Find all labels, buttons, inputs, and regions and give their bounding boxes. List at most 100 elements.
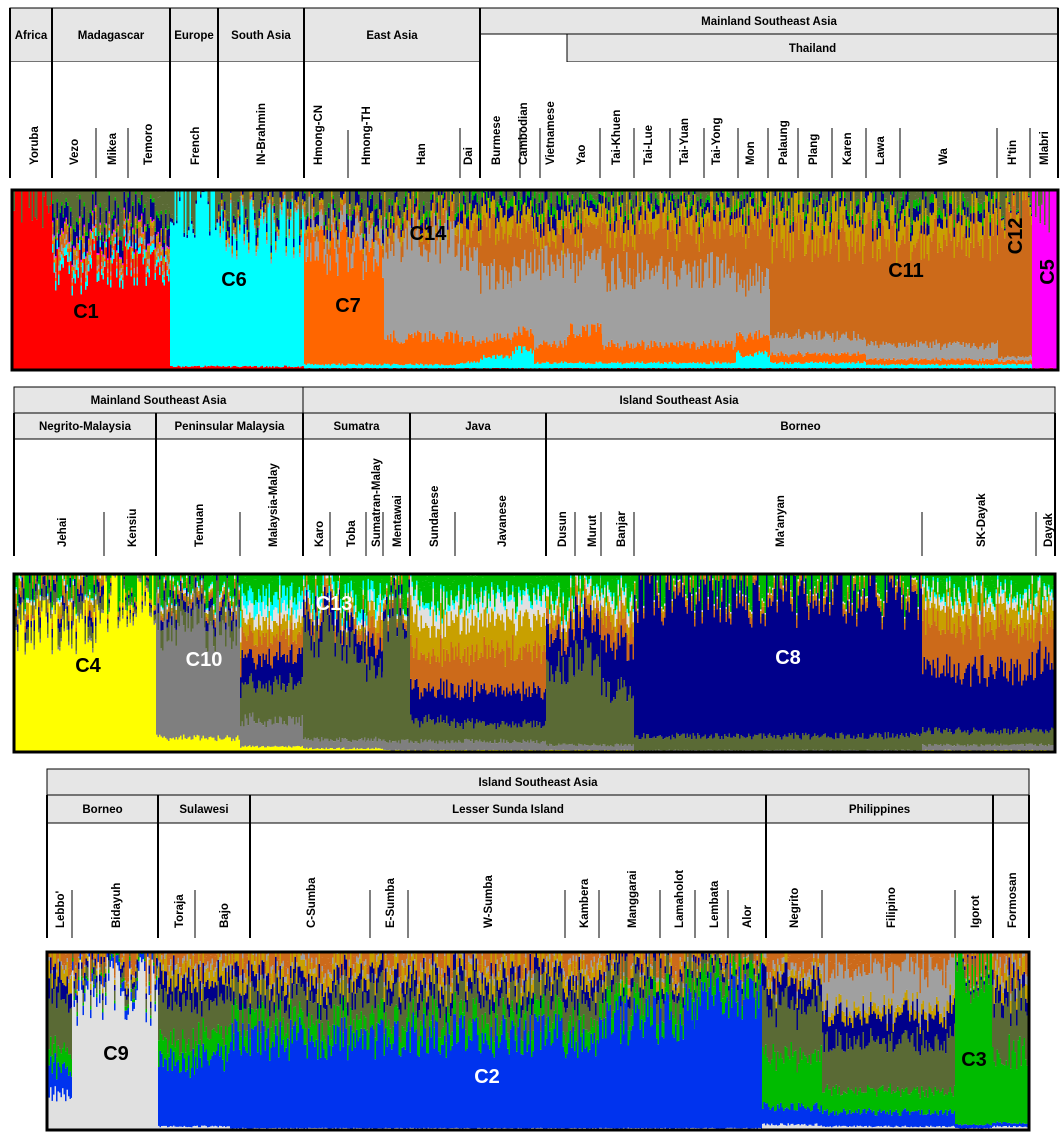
bar-segment bbox=[132, 234, 134, 243]
bar-segment bbox=[429, 202, 431, 211]
bar-segment bbox=[292, 191, 294, 195]
bar-segment bbox=[103, 190, 105, 212]
bar-segment bbox=[616, 290, 618, 347]
bar-segment bbox=[293, 251, 295, 255]
bar-segment bbox=[520, 223, 522, 239]
bar-segment bbox=[318, 226, 320, 231]
bar-segment bbox=[721, 347, 723, 364]
bar-segment bbox=[286, 236, 288, 238]
bar-segment bbox=[168, 271, 170, 275]
bar-segment bbox=[107, 190, 109, 213]
bar-segment bbox=[778, 332, 780, 353]
bar-segment bbox=[322, 230, 324, 365]
bar-segment bbox=[351, 243, 353, 253]
bar-segment bbox=[361, 217, 363, 223]
bar-segment bbox=[575, 363, 577, 368]
bar-segment bbox=[363, 249, 365, 254]
bar-segment bbox=[622, 225, 624, 279]
bar-segment bbox=[357, 215, 359, 233]
bar-segment bbox=[310, 233, 312, 243]
bar-segment bbox=[63, 248, 65, 254]
bar-segment bbox=[681, 345, 683, 364]
bar-segment bbox=[220, 216, 222, 226]
bar-segment bbox=[748, 226, 750, 238]
subgroup-header: Thailand bbox=[789, 43, 836, 55]
bar-segment bbox=[658, 200, 660, 206]
bar-segment bbox=[423, 366, 425, 369]
bar-segment bbox=[623, 217, 625, 222]
bar-segment bbox=[756, 352, 758, 368]
bar-segment bbox=[158, 262, 160, 370]
bar-segment bbox=[420, 333, 422, 364]
bar-segment bbox=[238, 218, 240, 221]
bar-segment bbox=[143, 232, 145, 233]
bar-segment bbox=[534, 191, 536, 199]
bar-segment bbox=[333, 210, 335, 215]
bar-segment bbox=[85, 208, 87, 232]
bar-segment bbox=[112, 190, 114, 215]
bar-segment bbox=[816, 363, 818, 369]
bar-segment bbox=[534, 249, 536, 349]
bar-segment bbox=[613, 258, 615, 343]
bar-segment bbox=[474, 361, 476, 368]
bar-segment bbox=[398, 200, 400, 205]
bar-segment bbox=[164, 264, 166, 272]
bar-segment bbox=[262, 203, 264, 207]
bar-segment bbox=[70, 252, 72, 261]
bar-segment bbox=[155, 273, 157, 280]
bar-segment bbox=[455, 333, 457, 365]
bar-segment bbox=[584, 327, 586, 363]
bar-segment bbox=[161, 261, 163, 370]
bar-segment bbox=[696, 350, 698, 364]
bar-segment bbox=[358, 194, 360, 205]
bar-segment bbox=[251, 201, 253, 367]
bar-segment bbox=[165, 244, 167, 250]
bar-segment bbox=[79, 216, 81, 218]
bar-segment bbox=[129, 214, 131, 220]
bar-segment bbox=[138, 244, 140, 247]
bar-segment bbox=[509, 358, 511, 368]
bar-segment bbox=[669, 200, 671, 219]
bar-segment bbox=[110, 220, 112, 241]
bar-segment bbox=[784, 217, 786, 225]
bar-segment bbox=[785, 192, 787, 221]
bar-segment bbox=[706, 193, 708, 198]
bar-segment bbox=[325, 230, 327, 240]
bar-segment bbox=[700, 363, 702, 368]
bar-segment bbox=[251, 197, 253, 200]
bar-segment bbox=[816, 200, 818, 207]
bar-segment bbox=[462, 337, 464, 363]
bar-segment bbox=[643, 224, 645, 280]
bar-segment bbox=[539, 230, 541, 256]
bar-segment bbox=[636, 207, 638, 221]
bar-segment bbox=[73, 260, 75, 267]
bar-segment bbox=[575, 246, 577, 283]
bar-segment bbox=[463, 204, 465, 218]
bar-segment bbox=[724, 218, 726, 230]
bar-segment bbox=[697, 228, 699, 267]
bar-segment bbox=[587, 200, 589, 208]
bar-segment bbox=[684, 193, 686, 202]
bar-segment bbox=[631, 285, 633, 343]
bar-segment bbox=[438, 365, 440, 368]
bar-segment bbox=[168, 256, 170, 265]
bar-segment bbox=[750, 355, 752, 368]
bar-segment bbox=[804, 231, 806, 256]
bar-segment bbox=[165, 236, 167, 245]
bar-segment bbox=[367, 208, 369, 215]
bar-segment bbox=[667, 290, 669, 345]
bar-segment bbox=[593, 324, 595, 364]
bar-segment bbox=[465, 226, 467, 256]
bar-segment bbox=[827, 192, 829, 198]
bar-segment bbox=[825, 354, 827, 364]
bar-segment bbox=[810, 191, 812, 223]
population-label: Yao bbox=[576, 145, 588, 165]
bar-segment bbox=[118, 241, 120, 245]
bar-segment bbox=[398, 192, 400, 200]
bar-segment bbox=[597, 199, 599, 205]
bar-segment bbox=[782, 191, 784, 197]
bar-segment bbox=[773, 363, 775, 368]
bar-segment bbox=[29, 208, 31, 370]
bar-segment bbox=[389, 212, 391, 223]
bar-segment bbox=[825, 251, 827, 332]
